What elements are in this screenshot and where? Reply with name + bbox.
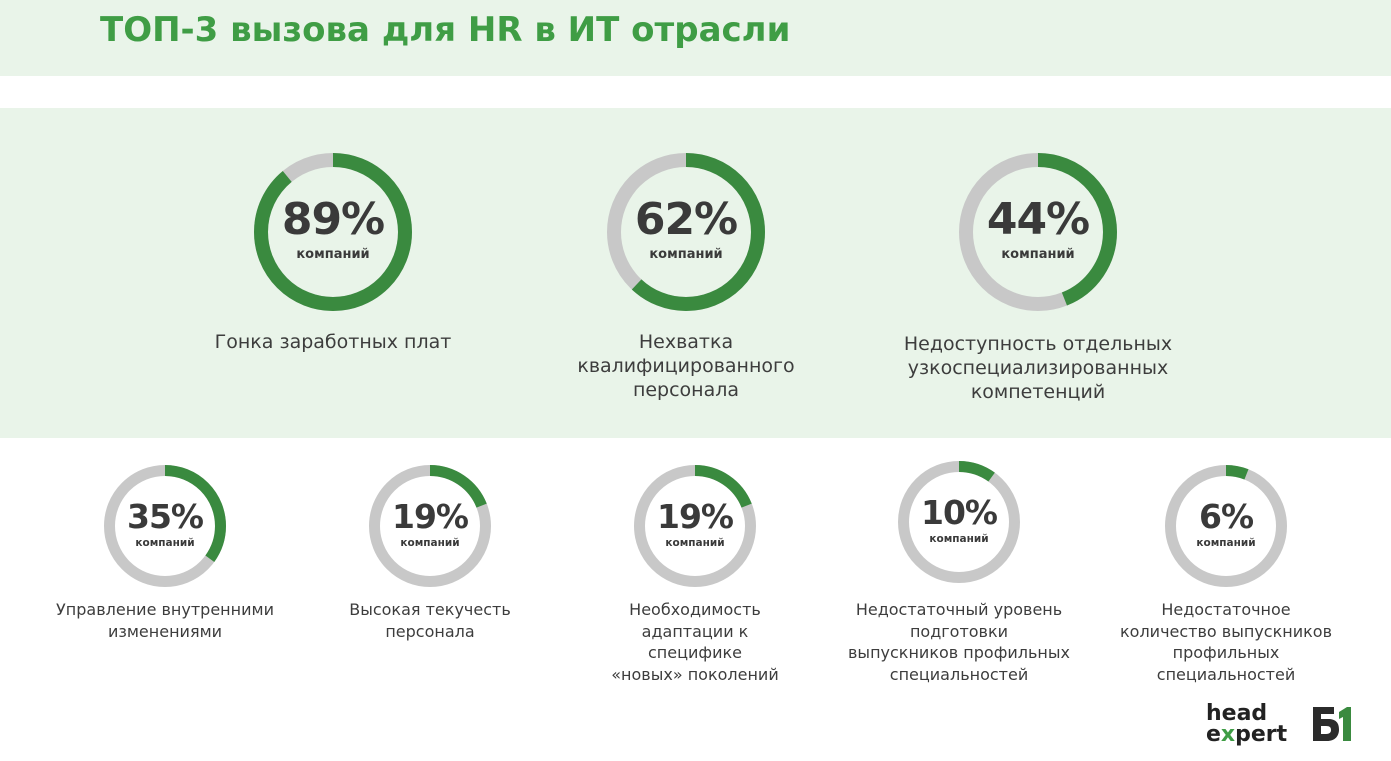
donut-label-line: адаптации к — [641, 621, 749, 641]
donut-label: Недостаточный уровень подготовки выпускник… — [829, 599, 1089, 685]
donut-label: Недоступность отдельных узкоспециализиров… — [878, 332, 1198, 404]
donut-svg — [104, 465, 226, 587]
donut-label-line: Высокая текучесть — [349, 600, 511, 619]
donut-top-2: 62% компаний — [606, 152, 766, 312]
donut-label: Необходимость адаптации к специфике «новых»… — [565, 599, 825, 685]
donut-bottom-4: 10% компаний — [897, 460, 1021, 584]
donut-label-line: персонала — [385, 621, 475, 641]
donut-label-line: Управление внутренними — [56, 600, 274, 619]
donut-center: 6% компаний — [1164, 500, 1288, 549]
donut-svg — [1165, 465, 1287, 587]
donut-svg — [607, 153, 765, 311]
donut-bottom-5: 6% компаний — [1164, 464, 1288, 588]
donut-unit: компаний — [649, 247, 723, 262]
donut-svg — [369, 465, 491, 587]
donut-unit: компаний — [296, 247, 370, 262]
donut-label-line: специальностей — [1156, 664, 1296, 684]
donut-center: 19% компаний — [368, 500, 492, 549]
donut-value-arc — [104, 465, 226, 587]
donut-label: Управление внутренними изменениями — [35, 599, 295, 642]
donut-center: 10% компаний — [897, 496, 1021, 545]
donut-center: 19% компаний — [633, 500, 757, 549]
donut-percent: 19% — [657, 497, 734, 536]
donut-label-line: специфике — [648, 643, 742, 662]
donut-unit: компаний — [929, 533, 989, 545]
donut-bottom-2: 19% компаний — [368, 464, 492, 588]
donut-label-line: Недоступность отдельных — [903, 333, 1173, 355]
donut-label-line: изменениями — [107, 621, 223, 641]
donut-label-line: «новых» поколений — [611, 664, 779, 684]
donut-label-line: квалифицированного — [577, 355, 795, 377]
donut-top-3: 44% компаний — [958, 152, 1118, 312]
donut-center: 62% компаний — [606, 194, 766, 262]
donut-label-line: компетенций — [970, 381, 1106, 403]
donut-value-arc — [607, 153, 765, 311]
donut-bottom-3: 19% компаний — [633, 464, 757, 588]
donut-label-line: специальностей — [889, 664, 1029, 684]
donut-center: 89% компаний — [253, 194, 413, 262]
donut-percent: 6% — [1198, 497, 1254, 536]
donut-label-line: персонала — [632, 379, 740, 401]
donut-top-1: 89% компаний — [253, 152, 413, 312]
donut-label: Гонка заработных плат — [173, 330, 493, 354]
headexpert-logo: head expert — [1206, 701, 1288, 747]
donut-label-line: профильных — [1172, 643, 1280, 662]
donut-unit: компаний — [665, 537, 725, 549]
donut-label-line: Гонка заработных плат — [214, 331, 452, 353]
donut-value-arc — [1165, 465, 1287, 587]
donut-value-arc — [959, 153, 1117, 311]
donut-bottom-1: 35% компаний — [103, 464, 227, 588]
logo-line-2: expert — [1206, 722, 1288, 747]
donut-label: Недостаточное количество выпускников профи… — [1096, 599, 1356, 685]
donut-value-arc — [634, 465, 756, 587]
donut-percent: 35% — [127, 497, 204, 536]
donut-percent: 62% — [634, 194, 738, 245]
donut-label-line: количество выпускников — [1120, 621, 1332, 641]
donut-center: 35% компаний — [103, 500, 227, 549]
donut-percent: 89% — [281, 194, 385, 245]
donut-unit: компаний — [135, 537, 195, 549]
donut-unit: компаний — [1196, 537, 1256, 549]
donut-svg — [959, 153, 1117, 311]
donut-label: Высокая текучесть персонала — [300, 599, 560, 642]
donut-value-arc — [898, 461, 1020, 583]
donut-svg — [254, 153, 412, 311]
donut-label-line: узкоспециализированных — [907, 357, 1169, 379]
donut-label: Нехватка квалифицированного персонала — [526, 330, 846, 402]
donut-value-arc — [369, 465, 491, 587]
donut-svg — [634, 465, 756, 587]
donut-label-line: Недостаточный уровень — [855, 600, 1063, 619]
donut-percent: 19% — [392, 497, 469, 536]
donut-label-line: Нехватка — [638, 331, 734, 353]
title-band — [0, 0, 1391, 76]
donut-value-arc — [254, 153, 412, 311]
page-title: ТОП-3 вызова для HR в ИТ отрасли — [100, 10, 791, 50]
donut-unit: компаний — [1001, 247, 1075, 262]
donut-svg — [898, 461, 1020, 583]
donut-label-line: выпускников профильных — [848, 643, 1070, 662]
donut-center: 44% компаний — [958, 194, 1118, 262]
donut-label-line: Недостаточное — [1161, 600, 1291, 619]
donut-label-line: подготовки — [909, 621, 1009, 641]
b1-logo-icon — [1313, 707, 1351, 741]
donut-percent: 44% — [986, 194, 1090, 245]
donut-unit: компаний — [400, 537, 460, 549]
donut-label-line: Необходимость — [629, 600, 761, 619]
logo-line-1: head — [1206, 701, 1268, 726]
donut-percent: 10% — [921, 493, 998, 532]
